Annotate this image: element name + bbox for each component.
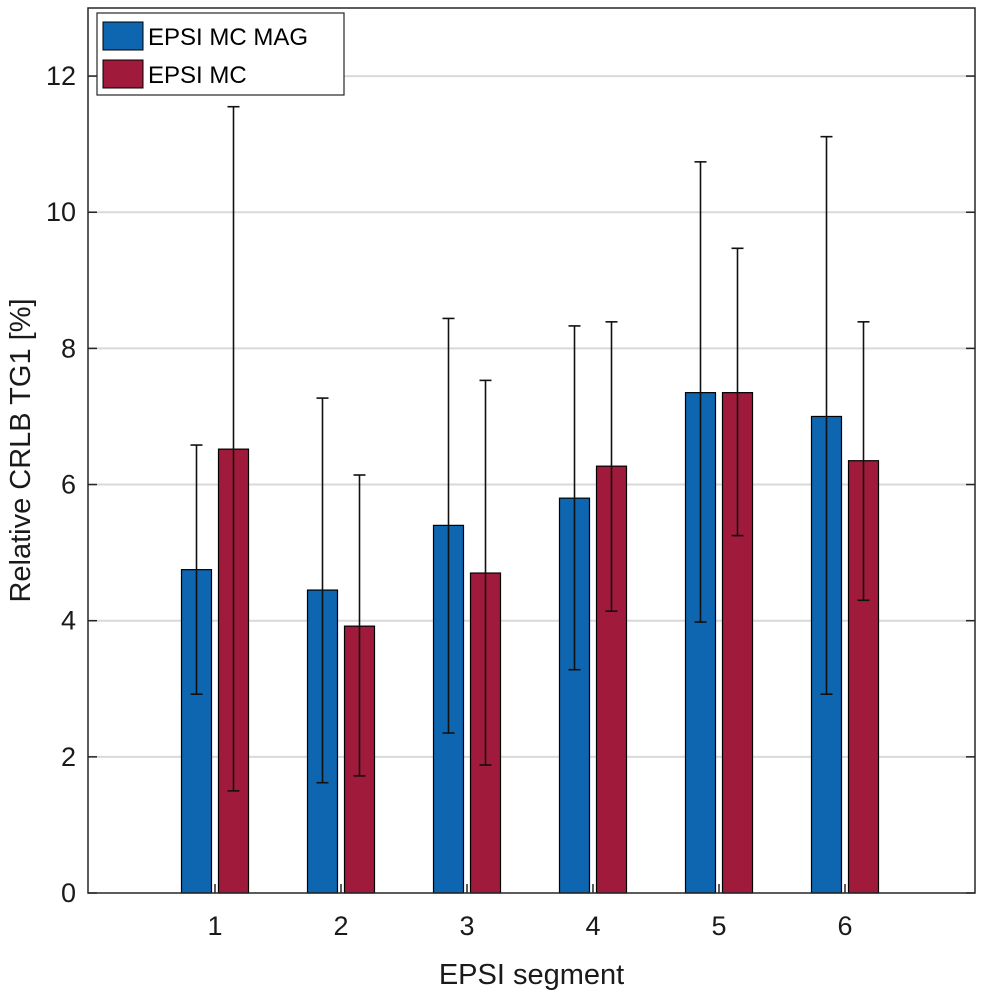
bars bbox=[180, 392, 880, 894]
legend-swatch-epsi-mc-mag bbox=[102, 21, 144, 51]
y-tick-label: 4 bbox=[61, 606, 76, 636]
legend-label-epsi-mc-mag: EPSI MC MAG bbox=[148, 24, 308, 51]
plot-frame bbox=[87, 7, 976, 894]
y-tick-label: 6 bbox=[61, 470, 76, 500]
x-tick-label: 3 bbox=[459, 911, 474, 941]
x-tick-label: 2 bbox=[333, 911, 348, 941]
error-bars bbox=[190, 105, 870, 792]
x-axis-title: EPSI segment bbox=[439, 959, 624, 991]
y-tick-label: 0 bbox=[61, 878, 76, 908]
y-tick-label: 10 bbox=[46, 197, 76, 227]
y-tick-label: 2 bbox=[61, 742, 76, 772]
x-tick-label: 6 bbox=[837, 911, 852, 941]
x-tick-label: 1 bbox=[207, 911, 222, 941]
legend-label-epsi-mc: EPSI MC bbox=[148, 62, 247, 89]
x-tick-label: 4 bbox=[585, 911, 600, 941]
legend-swatch-epsi-mc bbox=[102, 59, 144, 89]
legend: EPSI MC MAG EPSI MC bbox=[96, 12, 345, 96]
x-tick-label: 5 bbox=[711, 911, 726, 941]
y-axis-title: Relative CRLB TG1 [%] bbox=[5, 298, 37, 602]
y-tick-label: 12 bbox=[46, 61, 76, 91]
y-tick-label: 8 bbox=[61, 333, 76, 363]
